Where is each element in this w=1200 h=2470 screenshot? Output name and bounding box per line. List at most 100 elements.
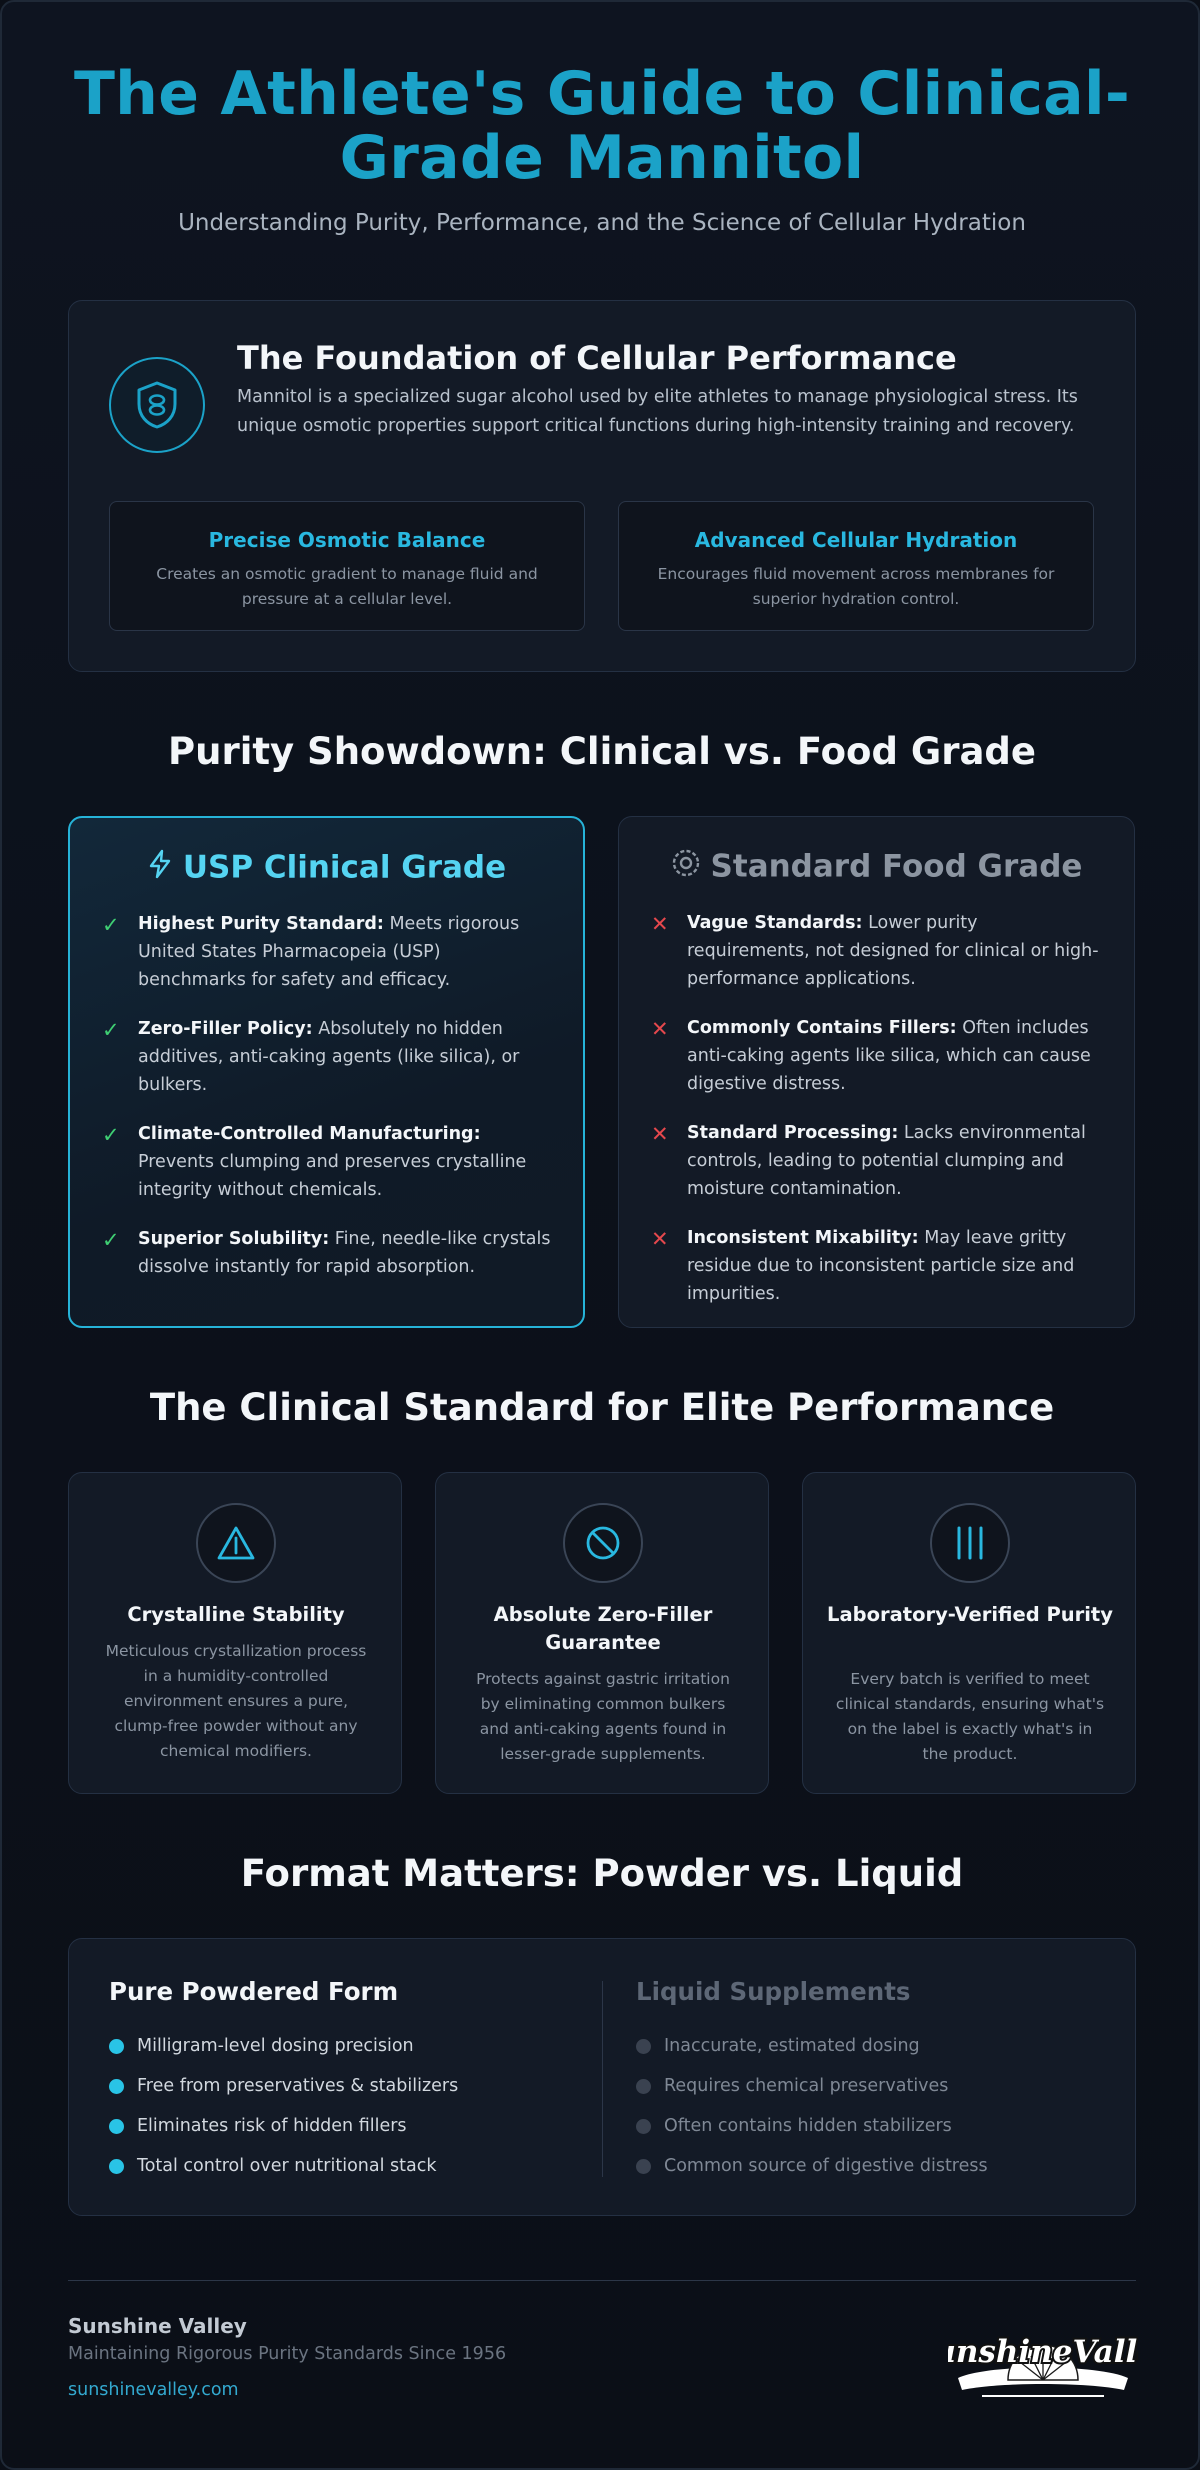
standard-card-text: Every batch is verified to meet clinical… bbox=[835, 1670, 1105, 1763]
column-divider bbox=[602, 1981, 603, 2177]
gear-icon bbox=[671, 848, 701, 886]
clinical-grade-list: ✓ Highest Purity Standard: Meets rigorous… bbox=[102, 910, 552, 1302]
list-item: Requires chemical preservatives bbox=[636, 2066, 1106, 2106]
item-text: Prevents clumping and preserves crystall… bbox=[138, 1152, 527, 1200]
standard-card-text: Meticulous crystallization process in a … bbox=[105, 1642, 367, 1760]
list-item: Inaccurate, estimated dosing bbox=[636, 2026, 1106, 2066]
item-label: Superior Solubility: bbox=[138, 1229, 330, 1249]
powder-list: Milligram-level dosing precision Free fr… bbox=[109, 2026, 579, 2186]
list-item: Total control over nutritional stack bbox=[109, 2146, 579, 2186]
item-label: Inconsistent Mixability: bbox=[687, 1228, 919, 1248]
shield-icon bbox=[109, 357, 205, 453]
clinical-grade-heading: USP Clinical Grade bbox=[70, 848, 583, 887]
bullet-dot bbox=[109, 2039, 124, 2054]
item-text: Lower purity requirements, not designed … bbox=[687, 913, 1099, 989]
liquid-column: Liquid Supplements Inaccurate, estimated… bbox=[636, 1977, 1106, 2186]
showdown-title: Purity Showdown: Clinical vs. Food Grade bbox=[167, 730, 1036, 773]
standard-card: Laboratory-Verified Purity Every batch i… bbox=[802, 1472, 1136, 1794]
cross-icon: ✕ bbox=[651, 1227, 669, 1251]
powder-column: Pure Powdered Form Milligram-level dosin… bbox=[109, 1977, 579, 2186]
item-text: Common source of digestive distress bbox=[664, 2156, 988, 2176]
liquid-list: Inaccurate, estimated dosing Requires ch… bbox=[636, 2026, 1106, 2186]
bullet-dot bbox=[636, 2039, 651, 2054]
food-grade-card: Standard Food Grade ✕ Vague Standards: Lo… bbox=[618, 816, 1135, 1328]
check-icon: ✓ bbox=[102, 1228, 120, 1252]
bullet-dot bbox=[636, 2159, 651, 2174]
item-label: Commonly Contains Fillers: bbox=[687, 1018, 957, 1038]
feature-text: Creates an osmotic gradient to manage fl… bbox=[156, 565, 538, 608]
item-text: Total control over nutritional stack bbox=[137, 2156, 437, 2176]
page-subtitle: Understanding Purity, Performance, and t… bbox=[178, 210, 1026, 236]
feature-card: Advanced Cellular Hydration Encourages f… bbox=[618, 501, 1094, 631]
check-icon: ✓ bbox=[102, 913, 120, 937]
footer-brand: Sunshine Valley bbox=[68, 2314, 247, 2338]
format-title: Format Matters: Powder vs. Liquid bbox=[240, 1852, 964, 1895]
clinical-grade-title: USP Clinical Grade bbox=[182, 849, 507, 886]
standard-card: Absolute Zero-Filler Guarantee Protects … bbox=[435, 1472, 769, 1794]
warning-triangle-icon bbox=[196, 1503, 276, 1583]
item-text: May leave gritty residue due to inconsis… bbox=[687, 1228, 1075, 1304]
prohibited-icon bbox=[563, 1503, 643, 1583]
item-label: Zero-Filler Policy: bbox=[138, 1019, 313, 1039]
bullet-dot bbox=[109, 2119, 124, 2134]
item-text: Lacks environmental controls, leading to… bbox=[687, 1123, 1086, 1199]
cross-icon: ✕ bbox=[651, 912, 669, 936]
item-label: Standard Processing: bbox=[687, 1123, 899, 1143]
item-text: Free from preservatives & stabilizers bbox=[137, 2076, 459, 2096]
item-text: Requires chemical preservatives bbox=[664, 2076, 949, 2096]
liquid-title: Liquid Supplements bbox=[636, 1977, 911, 2006]
standard-card-text: Protects against gastric irritation by e… bbox=[476, 1670, 730, 1763]
list-item: ✕ Standard Processing: Lacks environmenta… bbox=[651, 1119, 1101, 1203]
standard-title: The Clinical Standard for Elite Performa… bbox=[149, 1386, 1055, 1429]
item-text: Eliminates risk of hidden fillers bbox=[137, 2116, 407, 2136]
bullet-dot bbox=[109, 2159, 124, 2174]
feature-title: Precise Osmotic Balance bbox=[208, 528, 486, 552]
list-item: ✕ Vague Standards: Lower purity requireme… bbox=[651, 909, 1101, 993]
bullet-dot bbox=[636, 2119, 651, 2134]
list-item: ✓ Superior Solubility: Fine, needle-like … bbox=[102, 1225, 552, 1281]
list-item: ✓ Highest Purity Standard: Meets rigorous… bbox=[102, 910, 552, 994]
item-text: Meets rigorous United States Pharmacopei… bbox=[138, 914, 520, 990]
test-tubes-icon bbox=[930, 1503, 1010, 1583]
hero: The Athlete's Guide to Clinical-Grade Ma… bbox=[62, 62, 1142, 236]
standard-card-title: Absolute Zero-Filler Guarantee bbox=[493, 1603, 713, 1654]
food-grade-title: Standard Food Grade bbox=[710, 848, 1083, 885]
list-item: ✕ Commonly Contains Fillers: Often includ… bbox=[651, 1014, 1101, 1098]
footer-url-link[interactable]: sunshinevalley.com bbox=[68, 2380, 239, 2400]
standard-card: Crystalline Stability Meticulous crystal… bbox=[68, 1472, 402, 1794]
list-item: ✓ Zero-Filler Policy: Absolutely no hidde… bbox=[102, 1015, 552, 1099]
cross-icon: ✕ bbox=[651, 1017, 669, 1041]
check-icon: ✓ bbox=[102, 1018, 120, 1042]
lightning-icon bbox=[147, 849, 173, 887]
item-text: Inaccurate, estimated dosing bbox=[664, 2036, 920, 2056]
format-card: Pure Powdered Form Milligram-level dosin… bbox=[68, 1938, 1136, 2216]
foundation-card: The Foundation of Cellular Performance M… bbox=[68, 300, 1136, 672]
list-item: ✕ Inconsistent Mixability: May leave grit… bbox=[651, 1224, 1101, 1308]
page-title: The Athlete's Guide to Clinical-Grade Ma… bbox=[73, 59, 1131, 193]
list-item: Often contains hidden stabilizers bbox=[636, 2106, 1106, 2146]
list-item: Milligram-level dosing precision bbox=[109, 2026, 579, 2066]
item-text: Often includes anti-caking agents like s… bbox=[687, 1018, 1091, 1094]
item-label: Climate-Controlled Manufacturing: bbox=[138, 1124, 481, 1144]
feature-text: Encourages fluid movement across membran… bbox=[657, 565, 1055, 608]
item-text: Absolutely no hidden additives, anti-cak… bbox=[138, 1019, 520, 1095]
food-grade-list: ✕ Vague Standards: Lower purity requireme… bbox=[651, 909, 1101, 1329]
bullet-dot bbox=[109, 2079, 124, 2094]
feature-title: Advanced Cellular Hydration bbox=[694, 528, 1018, 552]
foundation-description: Mannitol is a specialized sugar alcohol … bbox=[237, 387, 1078, 436]
footer-divider bbox=[68, 2280, 1136, 2281]
item-label: Highest Purity Standard: bbox=[138, 914, 384, 934]
bullet-dot bbox=[636, 2079, 651, 2094]
item-label: Vague Standards: bbox=[687, 913, 863, 933]
check-icon: ✓ bbox=[102, 1123, 120, 1147]
list-item: Common source of digestive distress bbox=[636, 2146, 1106, 2186]
list-item: ✓ Climate-Controlled Manufacturing: Preve… bbox=[102, 1120, 552, 1204]
standard-card-title: Crystalline Stability bbox=[127, 1603, 345, 1626]
cross-icon: ✕ bbox=[651, 1122, 669, 1146]
food-grade-heading: Standard Food Grade bbox=[619, 847, 1134, 886]
powder-title: Pure Powdered Form bbox=[109, 1977, 399, 2006]
list-item: Eliminates risk of hidden fillers bbox=[109, 2106, 579, 2146]
item-text: Fine, needle-like crystals dissolve inst… bbox=[138, 1229, 551, 1277]
item-text: Often contains hidden stabilizers bbox=[664, 2116, 952, 2136]
